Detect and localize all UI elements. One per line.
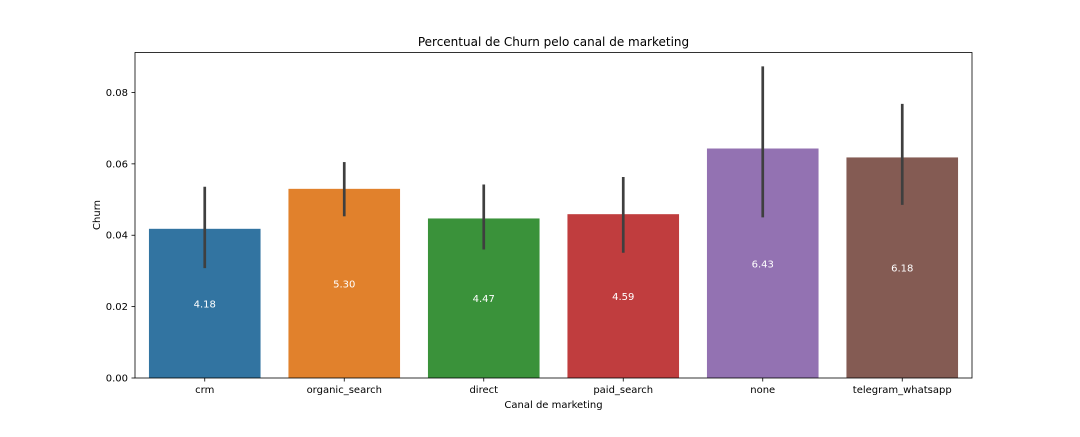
bar-organic_search: [288, 188, 401, 378]
data-label-paid_search: 4.59: [612, 292, 634, 303]
x-tick-label-paid_search: paid_search: [593, 385, 653, 396]
data-label-crm: 4.18: [194, 299, 216, 310]
data-labels-layer: 4.18 5.30 4.47 4.59 6.43 6.18: [194, 259, 914, 310]
error-bars-layer: [203, 66, 904, 269]
x-axis: crm organic_search direct paid_search none te…: [195, 378, 952, 396]
x-tick-label-none: none: [750, 385, 775, 396]
data-label-telegram_whatsapp: 6.18: [891, 264, 913, 275]
chart-title: Percentual de Churn pelo canal de market…: [418, 35, 689, 49]
y-tick-label: 0.08: [106, 88, 128, 99]
data-label-none: 6.43: [752, 259, 774, 270]
plot-frame: [134, 52, 973, 379]
x-tick-label-crm: crm: [195, 385, 214, 396]
y-axis: 0.00 0.02 0.04 0.06 0.08: [106, 88, 135, 385]
data-label-direct: 4.47: [473, 294, 495, 305]
x-tick-label-direct: direct: [469, 385, 498, 396]
y-tick-label: 0.04: [106, 231, 128, 242]
data-label-organic_search: 5.30: [333, 279, 355, 290]
y-axis-label: Churn: [92, 200, 103, 230]
y-tick-label: 0.02: [106, 302, 128, 313]
y-tick-label: 0.00: [106, 374, 128, 385]
y-tick-label: 0.06: [106, 159, 128, 170]
bars-layer: [148, 148, 959, 378]
x-tick-label-telegram_whatsapp: telegram_whatsapp: [853, 385, 952, 396]
x-tick-label-organic_search: organic_search: [307, 385, 382, 396]
x-axis-label: Canal de marketing: [504, 400, 602, 411]
